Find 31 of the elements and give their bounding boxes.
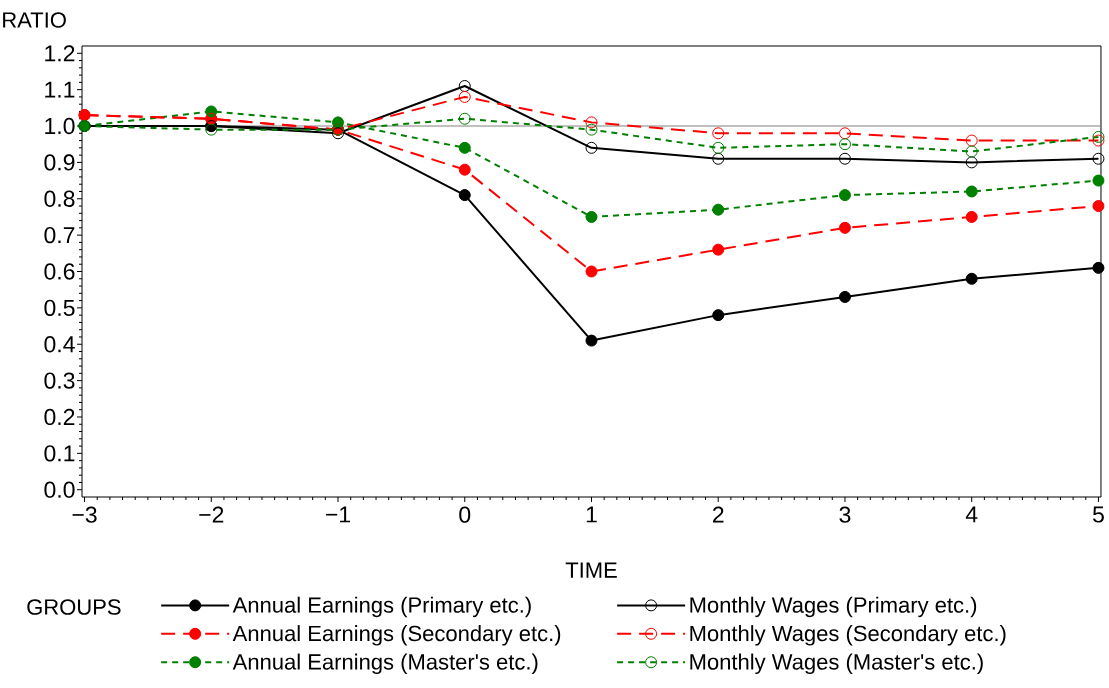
legend-label: Annual Earnings (Primary etc.) [232,596,531,618]
x-tick-label: 1 [586,506,597,523]
legend-label: Annual Earnings (Secondary etc.) [232,625,561,646]
x-tick-label: 2 [712,506,724,523]
y-tick-label: 0.2 [44,408,75,426]
legend-label: Monthly Wages (Master's etc.) [690,653,983,675]
y-tick-label: 0.8 [44,190,75,207]
y-tick-label: 0.4 [44,336,75,353]
y-tick-label: 1.2 [45,45,75,62]
x-tick-label: 0 [459,506,471,523]
x-axis-title: TIME [565,562,617,578]
y-tick-label: 0.5 [44,299,75,316]
y-tick-label: 0.1 [44,445,75,462]
x-tick-label: −3 [72,506,97,523]
x-tick-label: 5 [1092,506,1104,523]
y-tick-label: 0.7 [44,226,75,244]
y-tick-label: 0.6 [44,263,75,280]
x-tick-label: 3 [839,506,851,523]
y-tick-label: 0.3 [44,372,75,389]
x-tick-label: −1 [326,506,350,523]
y-tick-label: 0.9 [44,154,75,171]
x-tick-label: −2 [199,506,224,523]
legend-label: Monthly Wages (Primary etc.) [690,596,977,618]
y-tick-label: 1.1 [45,81,75,98]
legend-label: Annual Earnings (Master's etc.) [232,653,538,675]
y-tick-label: 1.0 [45,117,75,135]
y-tick-label: 0.0 [44,481,75,498]
legend-title: GROUPS [27,599,121,615]
legend-label: Monthly Wages (Secondary etc.) [690,625,1006,646]
y-axis-title: RATIO [3,12,66,28]
x-tick-label: 4 [965,506,978,523]
